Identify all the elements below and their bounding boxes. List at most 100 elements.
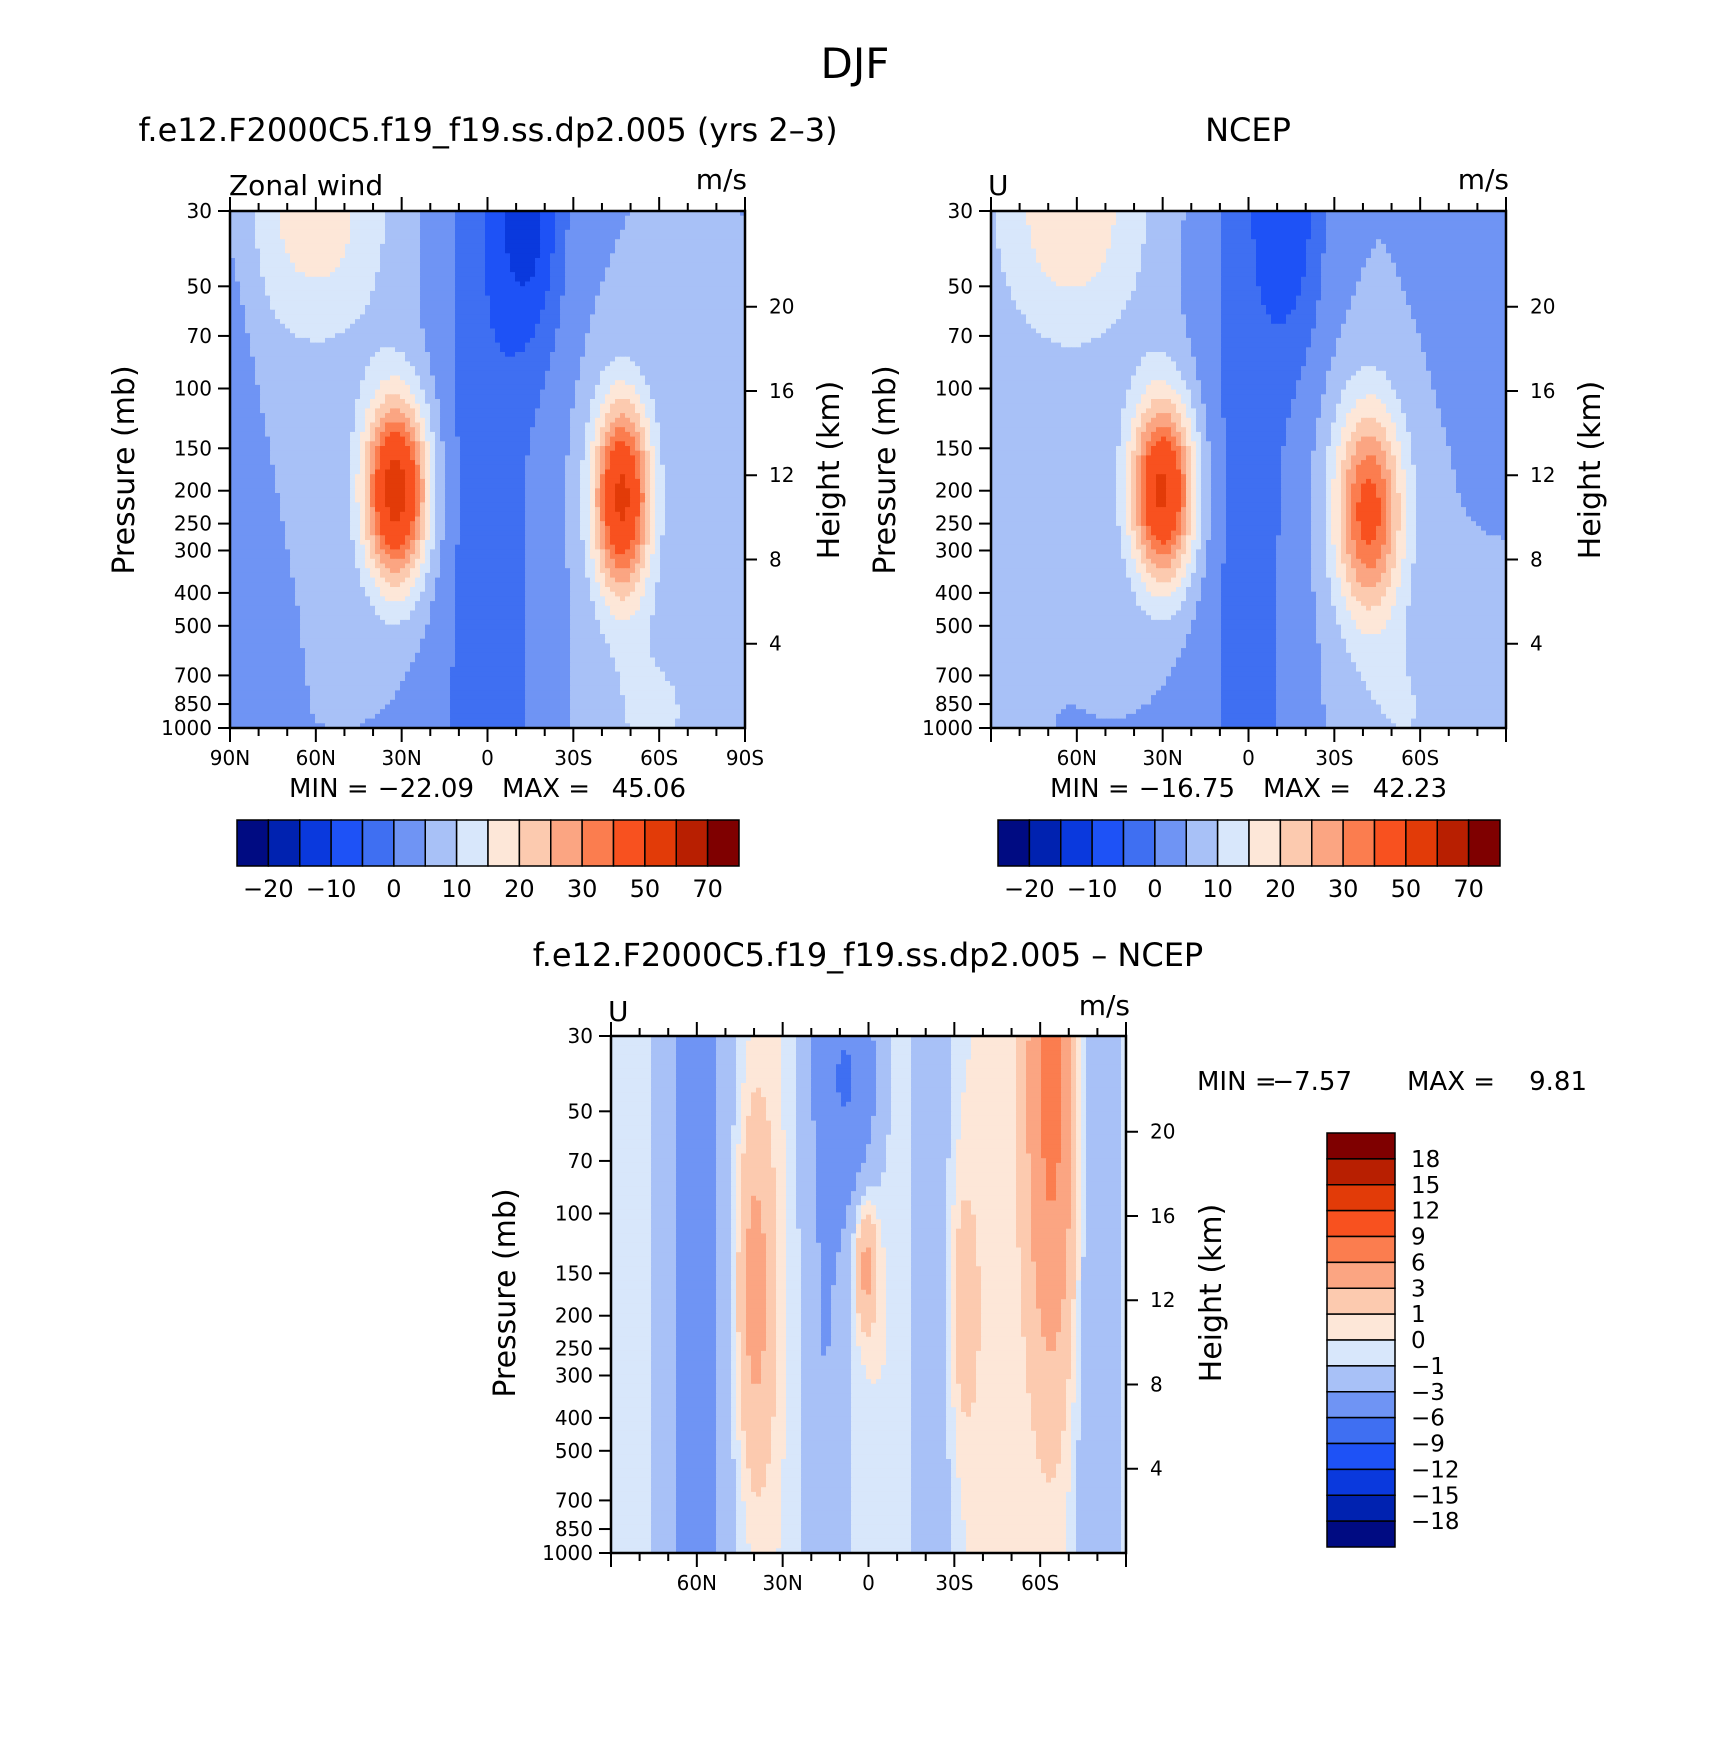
field-cell	[400, 361, 406, 367]
field-cell	[435, 253, 441, 259]
field-cell	[620, 211, 626, 217]
field-cell	[430, 337, 436, 344]
field-cell	[735, 333, 741, 339]
field-cell	[440, 333, 446, 339]
field-cell	[730, 337, 736, 344]
field-cell	[690, 342, 696, 348]
field-cell	[395, 337, 401, 344]
field-cell	[415, 352, 421, 358]
field-cell	[380, 239, 386, 245]
field-cell	[445, 243, 451, 250]
field-cell	[520, 342, 526, 348]
field-cell	[295, 225, 301, 231]
field-cell	[265, 431, 271, 438]
field-cell	[555, 258, 561, 264]
field-cell	[590, 417, 596, 424]
field-cell	[325, 243, 331, 250]
field-cell	[710, 220, 716, 226]
field-cell	[475, 352, 481, 358]
field-cell	[450, 234, 456, 240]
field-cell	[235, 253, 241, 259]
field-cell	[540, 281, 546, 287]
field-cell	[275, 323, 281, 330]
field-cell	[735, 229, 741, 236]
field-cell	[450, 370, 456, 377]
field-cell	[250, 286, 256, 292]
field-cell	[390, 211, 396, 217]
field-cell	[335, 239, 341, 245]
field-cell	[375, 290, 381, 297]
field-cell	[240, 211, 246, 217]
field-cell	[535, 262, 541, 268]
field-cell	[445, 262, 451, 268]
field-cell	[400, 417, 406, 424]
field-cell	[600, 319, 606, 325]
field-cell	[240, 276, 246, 283]
field-cell	[715, 361, 721, 367]
field-cell	[390, 234, 396, 240]
field-cell	[360, 431, 366, 438]
field-cell	[345, 380, 351, 386]
field-cell	[690, 361, 696, 367]
field-cell	[400, 314, 406, 320]
field-cell	[710, 413, 716, 419]
field-cell	[605, 431, 611, 438]
field-cell	[270, 253, 276, 259]
field-cell	[265, 342, 271, 348]
field-cell	[360, 417, 366, 424]
field-cell	[400, 328, 406, 334]
field-cell	[345, 295, 351, 301]
field-cell	[395, 295, 401, 301]
field-cell	[300, 267, 306, 273]
field-cell	[540, 305, 546, 311]
field-cell	[615, 328, 621, 334]
field-cell	[320, 347, 326, 353]
field-cell	[520, 234, 526, 240]
field-cell	[655, 394, 661, 400]
field-cell	[490, 319, 496, 325]
field-cell	[635, 431, 641, 438]
field-cell	[695, 413, 701, 419]
field-cell	[590, 352, 596, 358]
field-cell	[230, 319, 236, 325]
field-cell	[525, 211, 531, 217]
field-cell	[670, 286, 676, 292]
field-cell	[435, 272, 441, 278]
field-cell	[690, 314, 696, 320]
field-cell	[565, 276, 571, 283]
field-cell	[380, 403, 386, 409]
field-cell	[340, 347, 346, 353]
field-cell	[325, 427, 331, 433]
field-cell	[665, 380, 671, 386]
field-cell	[405, 361, 411, 367]
field-cell	[295, 413, 301, 419]
field-cell	[355, 300, 361, 306]
field-cell	[595, 305, 601, 311]
field-cell	[515, 417, 521, 424]
field-cell	[295, 403, 301, 409]
field-cell	[280, 234, 286, 240]
field-cell	[650, 314, 656, 320]
field-cell	[500, 427, 506, 433]
field-cell	[500, 394, 506, 400]
field-cell	[360, 384, 366, 391]
field-cell	[405, 427, 411, 433]
field-cell	[245, 431, 251, 438]
field-cell	[305, 323, 311, 330]
field-cell	[475, 220, 481, 226]
field-cell	[660, 347, 666, 353]
field-cell	[620, 262, 626, 268]
field-cell	[615, 286, 621, 292]
field-cell	[285, 239, 291, 245]
field-cell	[645, 215, 651, 221]
field-cell	[235, 286, 241, 292]
field-cell	[685, 239, 691, 245]
field-cell	[540, 422, 546, 428]
field-cell	[475, 267, 481, 273]
field-cell	[230, 258, 236, 264]
field-cell	[700, 356, 706, 362]
field-cell	[250, 337, 256, 344]
field-cell	[455, 384, 461, 391]
field-cell	[400, 286, 406, 292]
field-cell	[480, 262, 486, 268]
